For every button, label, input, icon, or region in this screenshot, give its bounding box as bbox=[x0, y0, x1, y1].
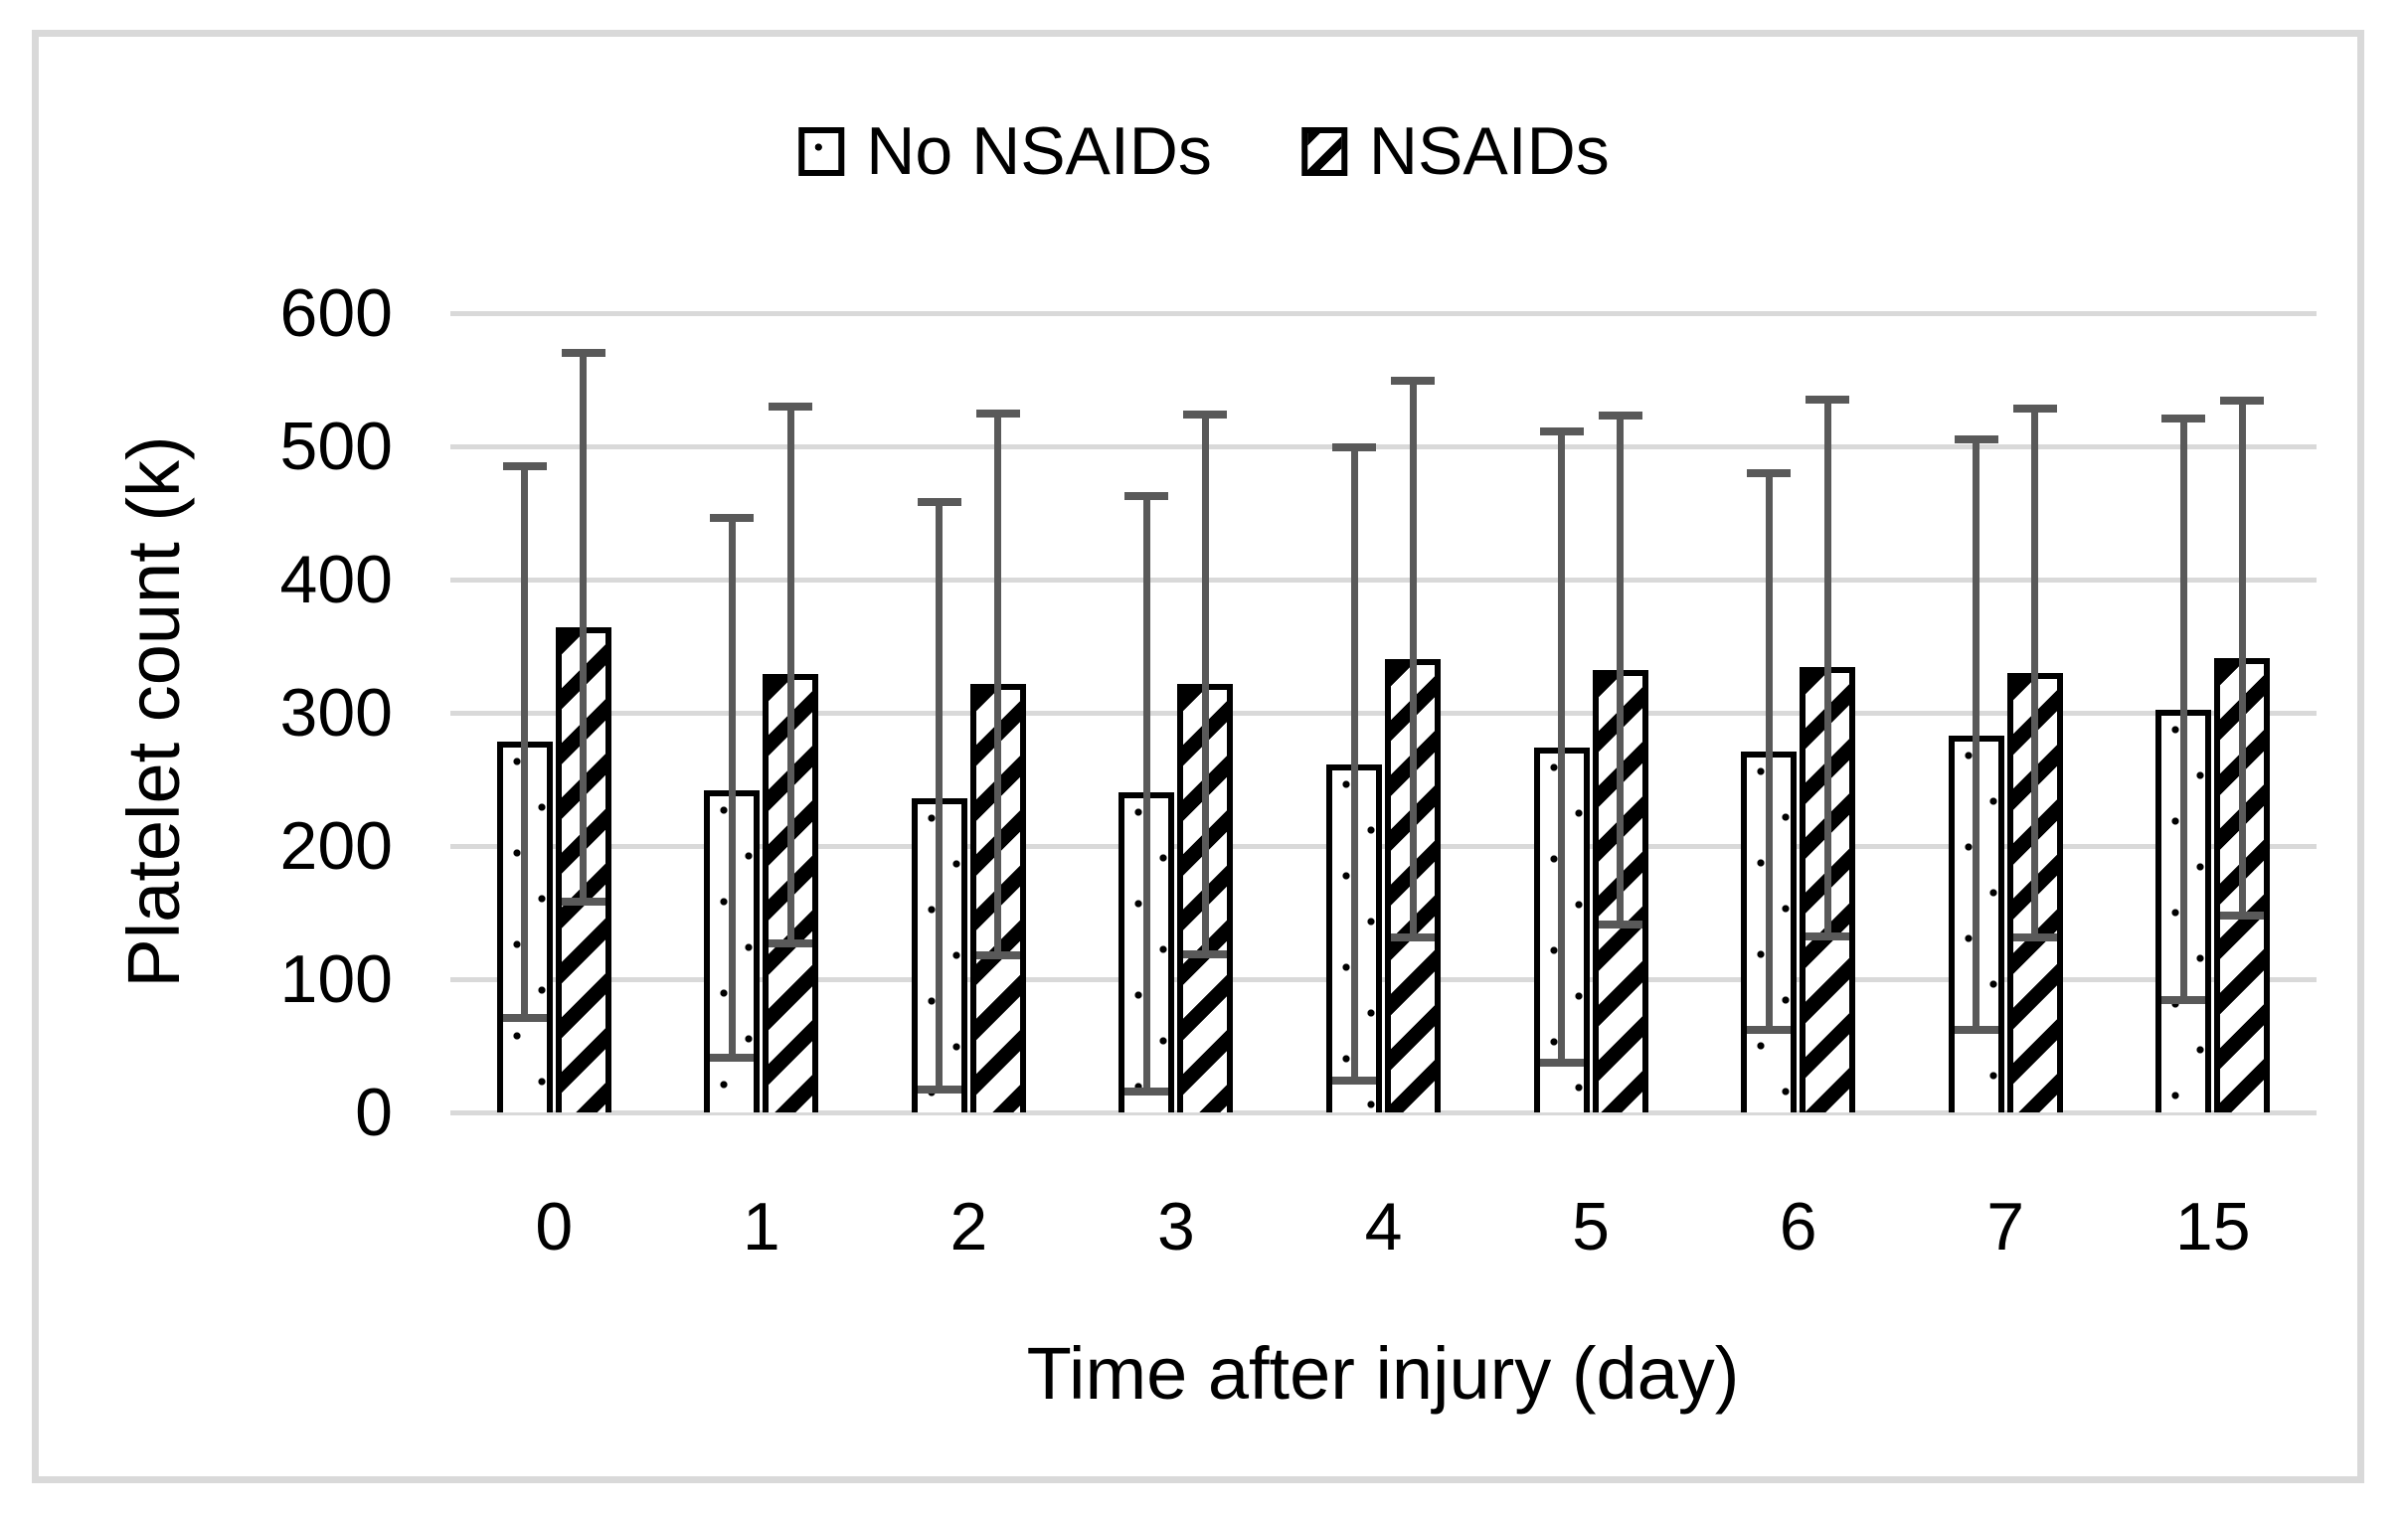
legend-swatch-dots-icon bbox=[798, 126, 845, 176]
x-tick-label: 4 bbox=[1364, 1189, 1403, 1265]
gridline bbox=[450, 1110, 2317, 1115]
y-tick-label: 200 bbox=[279, 808, 393, 884]
error-bar-cap bbox=[1539, 1059, 1584, 1068]
gridline bbox=[450, 444, 2317, 449]
error-bar-cap bbox=[1806, 396, 1850, 405]
x-tick-label: 1 bbox=[742, 1189, 780, 1265]
legend-label: NSAIDs bbox=[1368, 113, 1610, 189]
error-bar-cap bbox=[502, 1013, 547, 1022]
bar-no-nsaids bbox=[496, 742, 553, 1112]
error-bar-cap bbox=[710, 1054, 755, 1063]
gridline bbox=[450, 578, 2317, 583]
error-bar-cap bbox=[769, 402, 813, 411]
y-axis-title: Platelet count (k) bbox=[112, 435, 195, 988]
error-bar-cap bbox=[975, 950, 1020, 959]
error-bar-cap bbox=[1332, 443, 1376, 452]
legend-item-no-nsaids: No NSAIDs bbox=[798, 117, 1212, 185]
error-bar bbox=[521, 466, 529, 1018]
error-bar bbox=[580, 353, 588, 903]
error-bar-cap bbox=[975, 409, 1020, 418]
error-bar-cap bbox=[1598, 921, 1642, 929]
error-bar bbox=[1409, 381, 1417, 938]
legend-item-nsaids: NSAIDs bbox=[1300, 113, 1610, 189]
error-bar bbox=[2179, 418, 2187, 1001]
error-bar-cap bbox=[917, 498, 961, 507]
error-bar-cap bbox=[769, 938, 813, 947]
error-bar-cap bbox=[917, 1086, 961, 1095]
error-bar-cap bbox=[2220, 397, 2265, 406]
x-tick-label: 6 bbox=[1779, 1189, 1817, 1265]
x-axis-title: Time after injury (day) bbox=[1026, 1332, 1740, 1415]
error-bar-cap bbox=[2161, 414, 2206, 422]
error-bar bbox=[1617, 416, 1625, 926]
x-tick-label: 15 bbox=[2174, 1189, 2251, 1265]
error-bar-cap bbox=[2012, 405, 2057, 414]
y-tick-label: 500 bbox=[279, 409, 393, 484]
legend-swatch-stripes-icon bbox=[1300, 126, 1347, 176]
error-bar bbox=[786, 406, 794, 943]
error-bar-cap bbox=[1806, 932, 1850, 941]
error-bar-cap bbox=[1954, 1025, 1998, 1034]
gridline bbox=[450, 711, 2317, 716]
error-bar bbox=[2238, 401, 2246, 916]
y-tick-label: 100 bbox=[279, 941, 393, 1017]
error-bar-cap bbox=[1747, 1025, 1792, 1034]
x-tick-label: 2 bbox=[949, 1189, 988, 1265]
error-bar-cap bbox=[1332, 1076, 1376, 1085]
gridline bbox=[450, 977, 2317, 982]
gridline bbox=[450, 844, 2317, 849]
error-bar-cap bbox=[1539, 427, 1584, 436]
y-tick-label: 0 bbox=[355, 1075, 393, 1150]
x-tick-label: 3 bbox=[1157, 1189, 1195, 1265]
error-bar-cap bbox=[1747, 468, 1792, 477]
error-bar-cap bbox=[1124, 491, 1169, 500]
error-bar-cap bbox=[710, 514, 755, 523]
error-bar bbox=[936, 502, 944, 1091]
gridline bbox=[450, 311, 2317, 316]
error-bar bbox=[2031, 409, 2039, 938]
y-tick-label: 400 bbox=[279, 542, 393, 617]
error-bar bbox=[728, 518, 736, 1059]
error-bar-cap bbox=[502, 462, 547, 471]
error-bar-cap bbox=[1183, 949, 1228, 958]
error-bar-cap bbox=[2220, 911, 2265, 920]
error-bar bbox=[1350, 447, 1358, 1081]
x-tick-label: 7 bbox=[1986, 1189, 2025, 1265]
error-bar-cap bbox=[1598, 412, 1642, 421]
error-bar-cap bbox=[561, 898, 605, 907]
error-bar-cap bbox=[2012, 933, 2057, 942]
x-tick-label: 0 bbox=[535, 1189, 574, 1265]
x-tick-label: 5 bbox=[1572, 1189, 1610, 1265]
error-bar-cap bbox=[1954, 435, 1998, 444]
error-bar bbox=[1765, 472, 1773, 1030]
error-bar bbox=[1973, 439, 1980, 1030]
error-bar bbox=[994, 413, 1002, 955]
y-tick-label: 300 bbox=[279, 675, 393, 751]
error-bar-cap bbox=[1124, 1087, 1169, 1096]
error-bar-cap bbox=[1391, 377, 1435, 386]
error-bar bbox=[1558, 431, 1566, 1064]
error-bar-cap bbox=[1391, 933, 1435, 942]
error-bar-cap bbox=[561, 349, 605, 358]
error-bar bbox=[1823, 400, 1831, 937]
error-bar bbox=[1201, 414, 1209, 954]
legend: No NSAIDs NSAIDs bbox=[798, 113, 1610, 189]
legend-label: No NSAIDs bbox=[866, 113, 1212, 189]
error-bar-cap bbox=[2161, 996, 2206, 1005]
y-tick-label: 600 bbox=[279, 275, 393, 351]
error-bar bbox=[1142, 495, 1150, 1092]
error-bar-cap bbox=[1183, 410, 1228, 419]
